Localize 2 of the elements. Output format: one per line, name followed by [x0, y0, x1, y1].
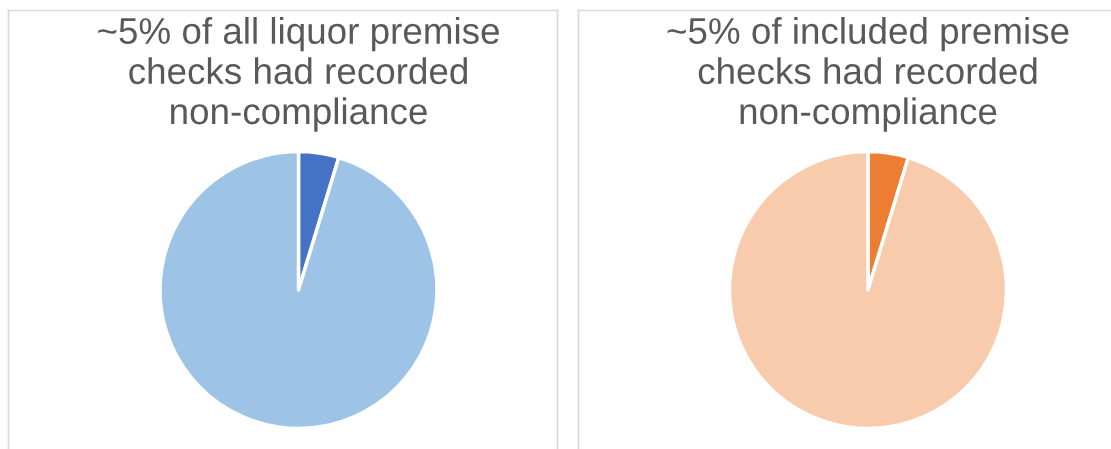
chart-title: ~5% of all liquor premise checks had recorded non-compliance — [98, 17, 499, 132]
chart-title: ~5% of included premise checks had recorded non-compliance — [667, 17, 1069, 132]
